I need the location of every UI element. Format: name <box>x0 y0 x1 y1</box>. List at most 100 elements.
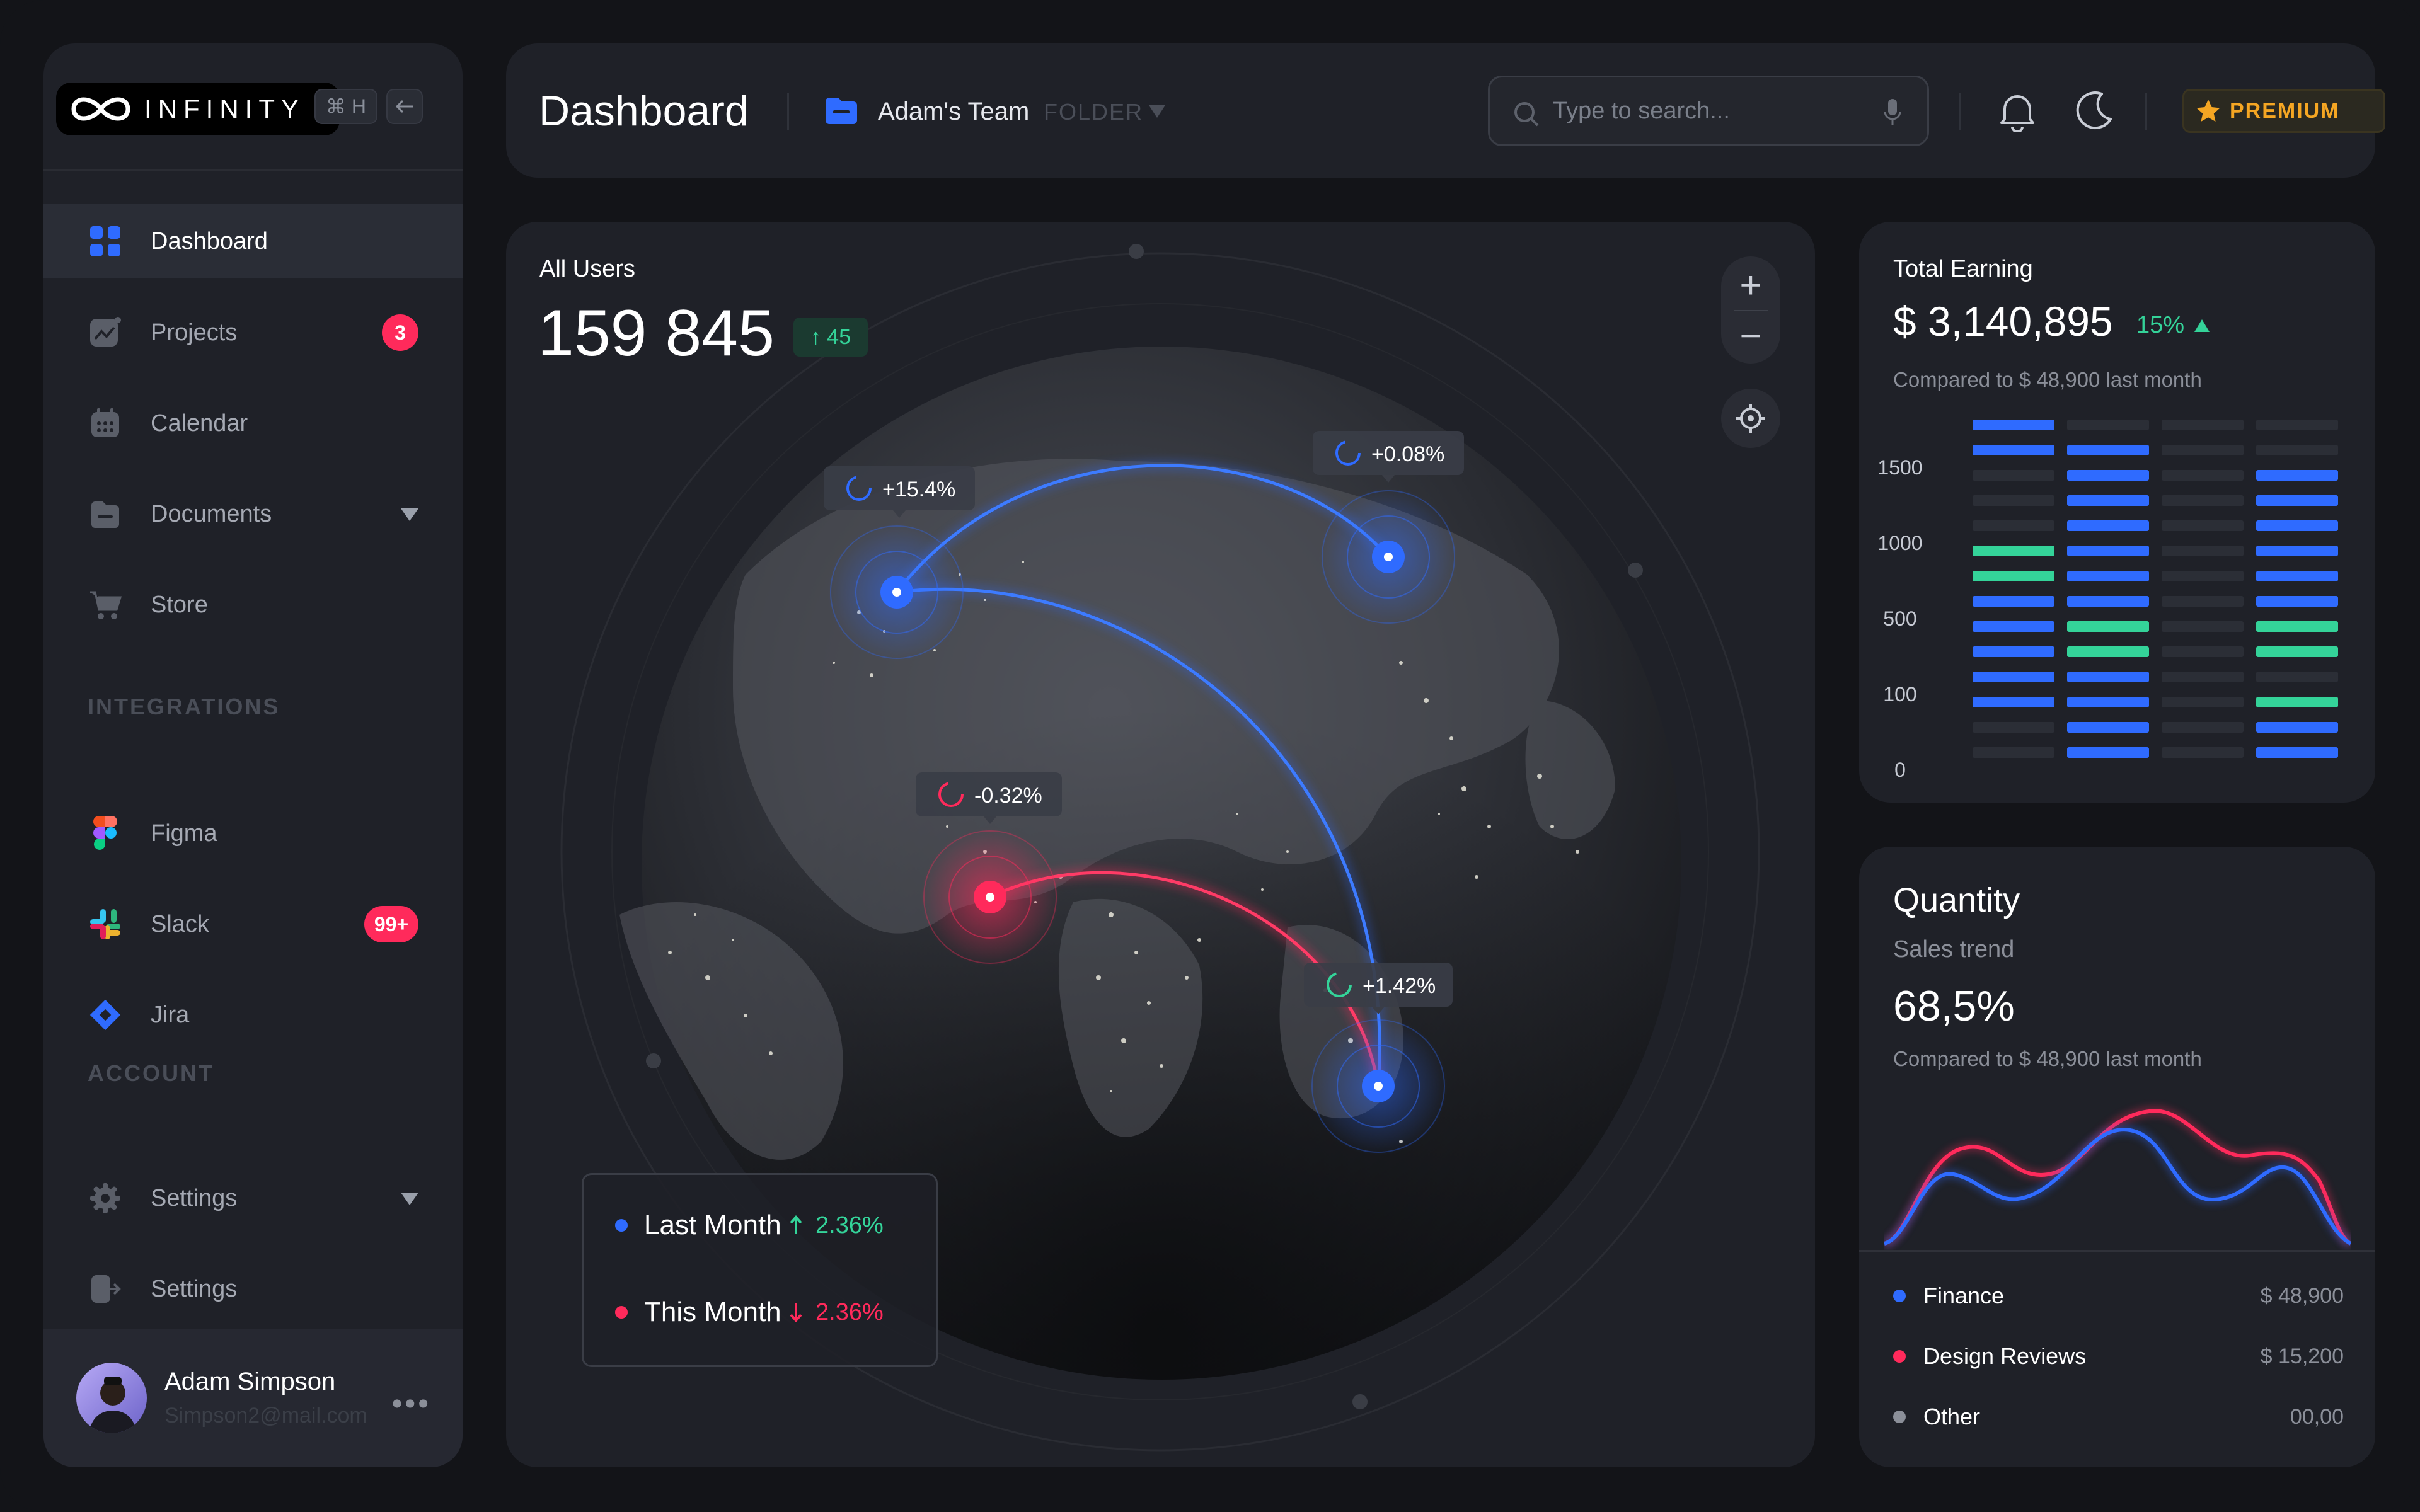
list-item[interactable]: Design Reviews $ 15,200 <box>1893 1343 2344 1370</box>
search-input[interactable] <box>1553 95 1868 127</box>
zoom-out-button[interactable]: − <box>1739 314 1762 357</box>
sales-trend-chart[interactable] <box>1884 1086 2351 1250</box>
bar-segment <box>2256 571 2338 581</box>
bar-segment <box>2256 697 2338 707</box>
bar-segment <box>2162 646 2244 657</box>
bar-segment <box>1973 571 2054 581</box>
bar-segment <box>2256 672 2338 682</box>
list-dot <box>1893 1290 1906 1302</box>
all-users-card: +15.4% +0.08% -0.32% +1.42% All User <box>506 222 1815 1467</box>
folder-icon <box>89 498 122 530</box>
bar-segment <box>1973 495 2054 506</box>
slack-count-badge: 99+ <box>364 906 418 942</box>
bar-segment <box>2256 420 2338 430</box>
search-box[interactable] <box>1488 76 1929 146</box>
bar-segment <box>2067 722 2149 733</box>
triangle-up-icon <box>2194 319 2210 332</box>
chevron-down-icon[interactable] <box>401 1193 418 1205</box>
legend-dot <box>615 1306 628 1319</box>
top-header: Dashboard Adam's Team FOLDER PREMIUM <box>506 43 2385 178</box>
bar-segment <box>2067 621 2149 632</box>
bar-segment <box>2256 470 2338 481</box>
collapse-sidebar-button[interactable] <box>386 89 423 124</box>
bar-segment <box>1973 596 2054 607</box>
sidebar-item-store[interactable]: Store <box>43 568 463 642</box>
list-item-value: $ 48,900 <box>2260 1283 2344 1308</box>
folder-icon <box>826 98 857 124</box>
sidebar-item-documents[interactable]: Documents <box>43 477 463 551</box>
card-title: All Users <box>539 256 636 282</box>
earning-change: 15% <box>2136 312 2211 339</box>
sidebar-item-label: Figma <box>151 820 217 847</box>
list-item-name: Finance <box>1923 1283 2005 1309</box>
team-selector[interactable]: Adam's Team <box>878 98 1030 125</box>
legend-row-last-month: Last Month 2.36% <box>615 1210 918 1241</box>
marker-node-south-east <box>1309 1017 1448 1155</box>
tooltip-value: +15.4% <box>882 478 955 501</box>
sidebar: INFINITY ⌘ H Dashboard Projects 3 Calend… <box>43 43 463 1467</box>
legend-value: 2.36% <box>815 1298 884 1326</box>
more-options-icon[interactable]: ••• <box>391 1387 431 1421</box>
bar-segment <box>1973 420 2054 430</box>
locate-button[interactable] <box>1721 389 1780 448</box>
bar-segment <box>2162 445 2244 455</box>
sidebar-item-settings[interactable]: Settings <box>43 1161 463 1235</box>
jira-icon <box>89 999 122 1031</box>
globe-map[interactable]: +15.4% +0.08% -0.32% +1.42% <box>506 222 1815 1467</box>
microphone-icon[interactable] <box>1883 98 1902 127</box>
legend-dot <box>615 1219 628 1232</box>
sidebar-item-projects[interactable]: Projects 3 <box>43 295 463 370</box>
bar-segment <box>1973 697 2054 707</box>
earning-bar-chart[interactable] <box>1973 417 2351 770</box>
arrow-up-icon <box>790 1215 802 1234</box>
y-tick-label: 0 <box>1894 759 1906 781</box>
sidebar-item-slack[interactable]: Slack 99+ <box>43 887 463 961</box>
crosshair-icon <box>1736 404 1765 433</box>
list-dot <box>1893 1350 1906 1363</box>
bar-segment <box>1973 722 2054 733</box>
star-icon <box>2196 100 2220 122</box>
sidebar-item-jira[interactable]: Jira <box>43 978 463 1052</box>
list-item-name: Design Reviews <box>1923 1343 2087 1369</box>
account-section-title: ACCOUNT <box>88 1060 214 1086</box>
arrow-down-icon <box>790 1303 802 1322</box>
folder-dropdown[interactable]: FOLDER <box>1044 99 1144 125</box>
bar-segment <box>2067 571 2149 581</box>
y-tick-label: 500 <box>1883 607 1917 630</box>
chevron-down-icon[interactable] <box>401 508 418 521</box>
sidebar-item-dashboard[interactable]: Dashboard <box>43 204 463 278</box>
bar-segment <box>2256 596 2338 607</box>
calendar-icon <box>89 407 122 440</box>
bar-segment <box>2067 672 2149 682</box>
slack-icon <box>89 908 122 941</box>
sidebar-item-figma[interactable]: Figma <box>43 796 463 871</box>
sidebar-item-calendar[interactable]: Calendar <box>43 386 463 461</box>
bar-segment <box>2162 420 2244 430</box>
sidebar-item-label: Settings <box>151 1275 238 1302</box>
bell-icon[interactable] <box>1998 90 2036 132</box>
moon-icon[interactable] <box>2075 90 2113 130</box>
legend-value: 2.36% <box>815 1211 884 1239</box>
infinity-logo-icon <box>71 97 130 121</box>
figma-icon <box>89 816 122 850</box>
zoom-in-button[interactable]: + <box>1739 263 1762 306</box>
list-item-name: Other <box>1923 1404 1981 1429</box>
legend-label: Last Month <box>644 1210 781 1240</box>
list-item[interactable]: Finance $ 48,900 <box>1893 1283 2344 1309</box>
header-divider <box>1959 93 1961 130</box>
bar-segment <box>2067 495 2149 506</box>
marker-node-north-east <box>1319 488 1458 626</box>
quantity-subtitle: Sales trend <box>1893 936 2015 963</box>
bar-segment <box>2256 621 2338 632</box>
user-profile[interactable]: Adam Simpson Simpson2@mail.com ••• <box>43 1329 463 1467</box>
premium-button[interactable]: PREMIUM <box>2182 89 2385 133</box>
user-name: Adam Simpson <box>164 1368 336 1395</box>
list-item[interactable]: Other 00,00 <box>1893 1404 2344 1430</box>
sidebar-item-logout[interactable]: Settings <box>43 1252 463 1326</box>
logo[interactable]: INFINITY <box>56 83 340 135</box>
zoom-divider <box>1734 310 1768 311</box>
chevron-down-icon[interactable] <box>1149 105 1165 118</box>
quantity-divider <box>1859 1250 2375 1252</box>
earning-change-value: 15% <box>2136 312 2185 338</box>
